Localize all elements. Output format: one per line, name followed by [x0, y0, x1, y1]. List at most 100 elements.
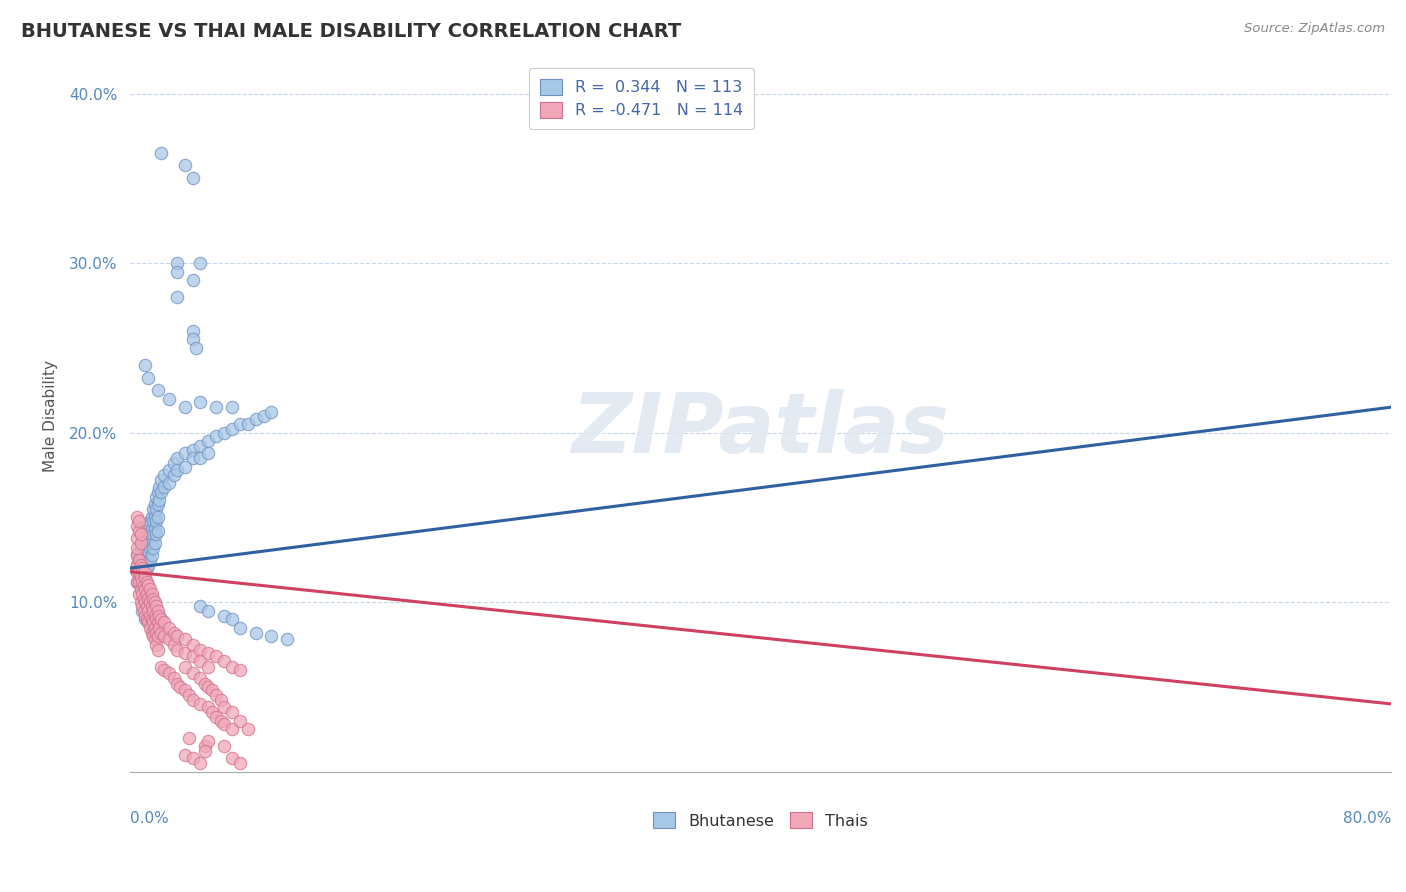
- Point: [139, 582, 162, 596]
- Point: [132, 531, 155, 545]
- Point: [157, 621, 180, 635]
- Point: [143, 497, 166, 511]
- Point: [143, 522, 166, 536]
- Point: [128, 574, 150, 589]
- Point: [205, 649, 228, 664]
- Point: [166, 290, 188, 304]
- Point: [134, 358, 156, 372]
- Point: [229, 417, 252, 431]
- Point: [148, 493, 170, 508]
- Point: [127, 565, 149, 579]
- Point: [142, 502, 165, 516]
- Point: [132, 591, 155, 606]
- Point: [146, 497, 169, 511]
- Point: [229, 714, 252, 728]
- Point: [148, 480, 170, 494]
- Point: [190, 655, 212, 669]
- Point: [229, 621, 252, 635]
- Point: [150, 659, 173, 673]
- Point: [135, 574, 157, 589]
- Point: [143, 510, 166, 524]
- Point: [209, 693, 232, 707]
- Point: [157, 392, 180, 406]
- Point: [143, 632, 166, 647]
- Point: [173, 632, 195, 647]
- Point: [153, 615, 176, 630]
- Point: [150, 612, 173, 626]
- Point: [134, 582, 156, 596]
- Point: [190, 450, 212, 465]
- Point: [163, 468, 186, 483]
- Point: [139, 541, 162, 555]
- Point: [197, 700, 219, 714]
- Point: [141, 522, 163, 536]
- Point: [138, 531, 160, 545]
- Point: [181, 332, 204, 346]
- Point: [135, 612, 157, 626]
- Point: [138, 558, 160, 572]
- Point: [166, 676, 188, 690]
- Point: [181, 273, 204, 287]
- Point: [221, 751, 243, 765]
- Point: [276, 632, 298, 647]
- Point: [129, 595, 152, 609]
- Point: [138, 615, 160, 630]
- Point: [157, 476, 180, 491]
- Text: Source: ZipAtlas.com: Source: ZipAtlas.com: [1244, 22, 1385, 36]
- Point: [127, 519, 149, 533]
- Point: [163, 625, 186, 640]
- Point: [142, 615, 165, 630]
- Point: [138, 615, 160, 630]
- Point: [129, 570, 152, 584]
- Point: [179, 731, 201, 745]
- Point: [139, 595, 162, 609]
- Point: [129, 582, 152, 596]
- Point: [153, 480, 176, 494]
- Point: [260, 629, 283, 643]
- Point: [148, 621, 170, 635]
- Point: [150, 145, 173, 160]
- Point: [163, 638, 186, 652]
- Point: [145, 527, 167, 541]
- Point: [212, 700, 235, 714]
- Point: [197, 446, 219, 460]
- Point: [134, 553, 156, 567]
- Point: [141, 510, 163, 524]
- Point: [252, 409, 274, 423]
- Point: [131, 561, 153, 575]
- Point: [221, 400, 243, 414]
- Text: ZIPatlas: ZIPatlas: [571, 390, 949, 470]
- Point: [260, 405, 283, 419]
- Point: [190, 672, 212, 686]
- Point: [146, 615, 169, 630]
- Point: [145, 490, 167, 504]
- Point: [145, 599, 167, 613]
- Point: [139, 608, 162, 623]
- Point: [134, 565, 156, 579]
- Point: [135, 536, 157, 550]
- Point: [138, 371, 160, 385]
- Point: [190, 439, 212, 453]
- Point: [127, 510, 149, 524]
- Point: [173, 747, 195, 762]
- Point: [142, 527, 165, 541]
- Point: [143, 608, 166, 623]
- Point: [166, 463, 188, 477]
- Point: [128, 565, 150, 579]
- Point: [132, 604, 155, 618]
- Point: [200, 706, 222, 720]
- Point: [141, 625, 163, 640]
- Point: [127, 574, 149, 589]
- Point: [135, 561, 157, 575]
- Point: [166, 450, 188, 465]
- Point: [128, 524, 150, 538]
- Point: [128, 514, 150, 528]
- Point: [197, 734, 219, 748]
- Point: [142, 629, 165, 643]
- Point: [142, 591, 165, 606]
- Point: [197, 646, 219, 660]
- Point: [128, 565, 150, 579]
- Point: [128, 544, 150, 558]
- Point: [128, 587, 150, 601]
- Point: [135, 587, 157, 601]
